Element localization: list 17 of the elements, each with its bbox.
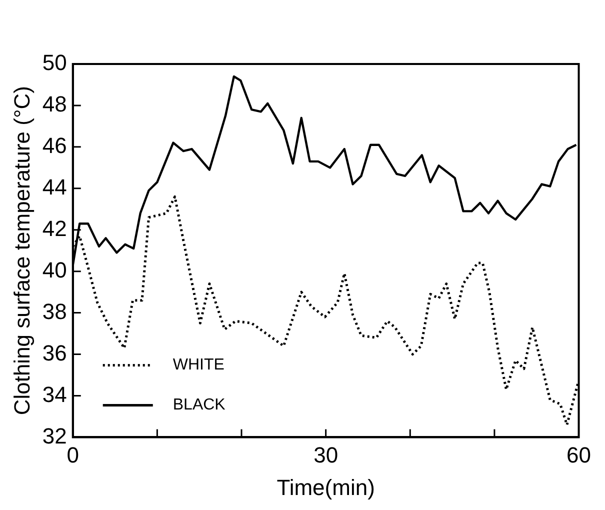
x-tick-label: 60 — [566, 442, 592, 468]
legend-label: BLACK — [172, 396, 226, 414]
y-tick-label: 32 — [42, 423, 67, 448]
y-tick-label: 50 — [42, 50, 67, 76]
y-tick-label: 48 — [42, 92, 67, 117]
y-tick-label: 36 — [42, 340, 67, 366]
y-tick-label: 34 — [42, 382, 67, 407]
y-tick-label: 44 — [42, 174, 67, 200]
x-axis-title: Time(min) — [276, 474, 375, 500]
y-tick-label: 46 — [42, 132, 67, 158]
x-tick-label: 0 — [66, 442, 79, 468]
y-tick-label: 42 — [42, 216, 67, 241]
x-tick-label: 30 — [314, 442, 338, 468]
y-tick-label: 38 — [42, 298, 67, 324]
y-tick-label: 40 — [42, 257, 67, 282]
legend-label: WHITE — [172, 356, 224, 374]
y-axis-title: Clothing surface temperature (°C) — [9, 86, 34, 416]
